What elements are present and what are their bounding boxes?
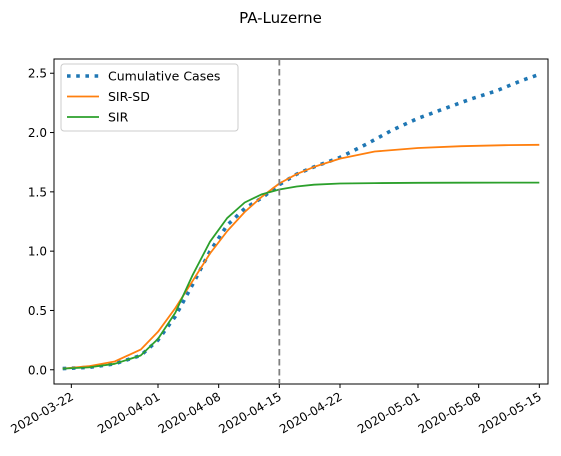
legend: Cumulative Cases SIR-SD SIR: [60, 63, 239, 132]
x-axis: 2020-03-22 2020-04-012020-04-082020-04-15…: [8, 384, 544, 436]
legend-box: [60, 63, 239, 132]
y-tick-label: 1.0: [28, 245, 47, 259]
y-tick-label: 2.0: [28, 126, 47, 140]
x-tick-label: 2020-05-08: [416, 389, 483, 436]
legend-label-1: SIR-SD: [108, 89, 150, 104]
legend-label-2: SIR: [108, 110, 129, 125]
legend-label-0: Cumulative Cases: [108, 69, 220, 84]
x-tick-label: 2020-05-01: [355, 389, 422, 436]
plot-frame: [53, 58, 549, 385]
y-tick-label: 0.0: [28, 363, 47, 377]
x-tick-label: 2020-04-08: [156, 389, 223, 436]
y-tick-label: 2.5: [28, 67, 47, 81]
x-tick-label: 2020-04-01: [95, 389, 162, 436]
y-tick-label: 0.5: [28, 304, 47, 318]
x-tick-label: 2020-03-22: [8, 389, 75, 436]
y-tick-label: 1.5: [28, 185, 47, 199]
series-line-1: [62, 143, 540, 370]
x-tick-label: 2020-04-22: [277, 389, 344, 436]
series-layer: [62, 72, 540, 371]
series-line-2: [62, 181, 540, 370]
chart-title: PA-Luzerne: [239, 9, 322, 27]
x-tick-label: 2020-04-15: [216, 389, 283, 436]
y-axis: 0.0 0.5 1.0 1.5 2.0 2.5: [28, 67, 54, 377]
x-tick-label: 2020-05-15: [476, 389, 543, 436]
